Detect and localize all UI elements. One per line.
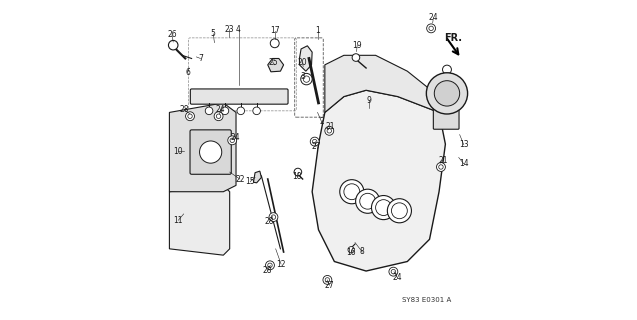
- Text: 23: 23: [224, 25, 234, 34]
- Circle shape: [228, 136, 237, 145]
- Text: 26: 26: [167, 30, 176, 39]
- Text: 24: 24: [429, 13, 438, 22]
- Circle shape: [313, 140, 317, 144]
- Circle shape: [352, 54, 360, 61]
- Circle shape: [426, 73, 468, 114]
- Text: 27: 27: [311, 142, 321, 151]
- Polygon shape: [299, 46, 312, 71]
- Circle shape: [392, 203, 407, 219]
- Polygon shape: [325, 55, 439, 112]
- Text: 12: 12: [276, 260, 286, 268]
- Circle shape: [387, 199, 412, 223]
- Circle shape: [253, 107, 261, 115]
- Polygon shape: [254, 171, 261, 183]
- Circle shape: [427, 24, 436, 33]
- Text: 7: 7: [198, 54, 203, 63]
- FancyBboxPatch shape: [190, 130, 231, 174]
- Circle shape: [301, 73, 312, 85]
- Text: 1: 1: [315, 26, 320, 35]
- Polygon shape: [268, 59, 283, 72]
- FancyBboxPatch shape: [433, 108, 459, 129]
- Text: 14: 14: [459, 159, 469, 168]
- Text: 27: 27: [325, 281, 334, 290]
- Circle shape: [199, 141, 222, 163]
- Text: 21: 21: [326, 122, 335, 131]
- Text: 28: 28: [264, 217, 274, 226]
- Text: 3: 3: [301, 72, 306, 81]
- Text: 25: 25: [268, 58, 278, 67]
- Circle shape: [271, 215, 276, 219]
- Polygon shape: [169, 185, 230, 255]
- Text: 19: 19: [352, 41, 362, 50]
- Circle shape: [214, 112, 223, 121]
- Circle shape: [355, 189, 380, 213]
- Circle shape: [344, 184, 360, 200]
- Circle shape: [237, 107, 245, 115]
- Circle shape: [325, 278, 329, 282]
- Circle shape: [303, 76, 310, 82]
- Polygon shape: [169, 103, 236, 192]
- Circle shape: [360, 193, 376, 209]
- Text: 9: 9: [367, 96, 372, 105]
- Circle shape: [327, 129, 331, 133]
- Circle shape: [168, 40, 178, 50]
- Text: 13: 13: [459, 140, 469, 149]
- Circle shape: [376, 200, 392, 215]
- Text: 16: 16: [346, 248, 355, 257]
- Circle shape: [268, 263, 272, 268]
- Circle shape: [230, 138, 234, 142]
- Circle shape: [348, 247, 354, 253]
- Text: 28: 28: [180, 105, 189, 114]
- Circle shape: [270, 39, 279, 48]
- Circle shape: [294, 168, 302, 176]
- Text: 24: 24: [216, 105, 225, 114]
- Circle shape: [325, 126, 334, 135]
- Text: 28: 28: [263, 266, 273, 275]
- Text: 24: 24: [231, 133, 240, 142]
- Text: 22: 22: [235, 174, 245, 184]
- Circle shape: [205, 107, 213, 115]
- Text: 2: 2: [319, 117, 324, 126]
- Text: 17: 17: [270, 26, 280, 35]
- Text: 20: 20: [297, 58, 307, 67]
- Text: 15: 15: [245, 177, 255, 186]
- Circle shape: [188, 114, 192, 118]
- Circle shape: [436, 163, 445, 172]
- Circle shape: [323, 276, 332, 284]
- Text: 10: 10: [173, 147, 183, 156]
- Circle shape: [434, 81, 460, 106]
- Text: 4: 4: [236, 25, 241, 34]
- Text: 11: 11: [173, 216, 183, 225]
- Text: 24: 24: [392, 273, 402, 282]
- Polygon shape: [312, 90, 445, 271]
- Circle shape: [391, 269, 396, 274]
- Circle shape: [217, 114, 221, 118]
- FancyBboxPatch shape: [190, 89, 288, 104]
- Circle shape: [221, 107, 229, 115]
- Circle shape: [340, 180, 364, 204]
- Circle shape: [389, 267, 397, 276]
- Circle shape: [371, 196, 396, 220]
- Circle shape: [443, 65, 452, 74]
- Circle shape: [185, 112, 194, 121]
- Text: 6: 6: [185, 68, 190, 77]
- Text: 18: 18: [292, 172, 302, 181]
- Text: SY83 E0301 A: SY83 E0301 A: [402, 297, 451, 303]
- Text: 5: 5: [211, 29, 215, 38]
- Circle shape: [439, 165, 443, 169]
- Circle shape: [429, 26, 433, 31]
- Text: 21: 21: [438, 156, 448, 164]
- Circle shape: [269, 213, 278, 221]
- Text: 8: 8: [360, 247, 364, 257]
- Text: FR.: FR.: [445, 33, 462, 43]
- Circle shape: [310, 137, 319, 146]
- Circle shape: [266, 261, 275, 270]
